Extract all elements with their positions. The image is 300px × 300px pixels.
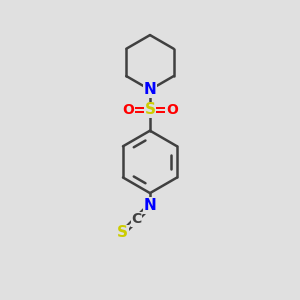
Text: S: S <box>145 102 155 117</box>
Text: N: N <box>144 82 156 97</box>
Text: S: S <box>117 225 128 240</box>
Text: O: O <box>166 103 178 117</box>
Text: C: C <box>131 212 142 226</box>
Text: N: N <box>144 198 156 213</box>
Text: O: O <box>122 103 134 117</box>
